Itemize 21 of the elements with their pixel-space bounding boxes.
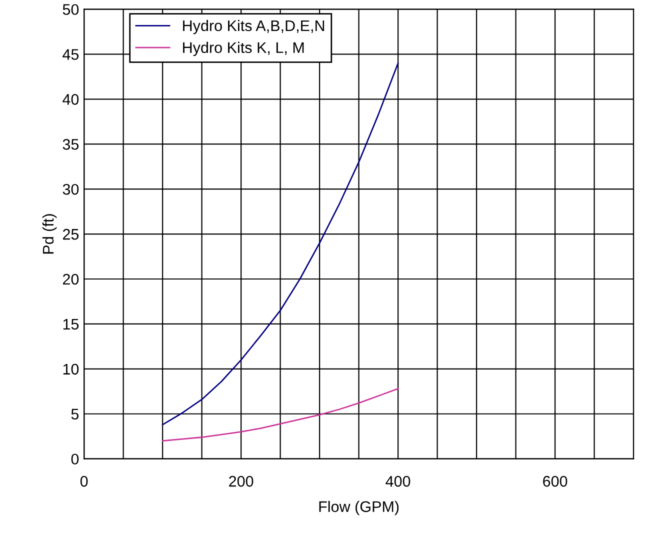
x-tick-label: 200 xyxy=(229,476,254,487)
line-series xyxy=(162,62,399,426)
y-tick-label: 15 xyxy=(63,318,79,330)
y-tick-label: 35 xyxy=(62,138,79,150)
x-axis-title: Flow (GPM) xyxy=(319,500,399,516)
y-tick-label: 40 xyxy=(62,94,79,105)
y-tick-label: 50 xyxy=(62,4,79,15)
x-tick-label: 400 xyxy=(386,476,410,487)
y-tick-label: 0 xyxy=(71,454,79,465)
y-tick-label: 10 xyxy=(63,364,79,375)
legend-label: Hydro Kits A,B,D,E,N xyxy=(183,20,324,34)
x-tick-label: 0 xyxy=(80,476,88,487)
line-series xyxy=(162,388,399,442)
y-tick-label: 30 xyxy=(62,184,79,195)
x-tick-label: 600 xyxy=(543,476,568,487)
y-axis-title: Pd (ft) xyxy=(42,214,57,254)
y-tick-label: 25 xyxy=(62,228,79,240)
y-tick-label: 5 xyxy=(71,408,79,420)
y-tick-label: 20 xyxy=(62,274,79,285)
y-tick-label: 45 xyxy=(62,49,79,60)
legend-label: Hydro Kits K, L, M xyxy=(183,42,304,56)
